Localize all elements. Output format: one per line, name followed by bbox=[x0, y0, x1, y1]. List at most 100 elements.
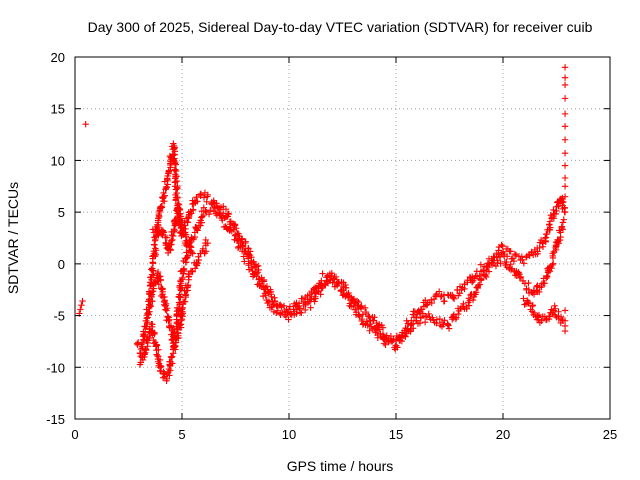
data-point bbox=[151, 241, 158, 248]
data-point bbox=[150, 285, 157, 292]
series-2 bbox=[136, 201, 567, 385]
data-point bbox=[186, 240, 193, 247]
data-point bbox=[175, 332, 182, 339]
data-point bbox=[422, 302, 430, 309]
data-point bbox=[561, 183, 569, 190]
data-point bbox=[238, 235, 246, 242]
data-point bbox=[456, 290, 463, 297]
data-point bbox=[142, 347, 150, 354]
data-point bbox=[242, 239, 249, 247]
data-point bbox=[163, 234, 171, 241]
data-point bbox=[149, 297, 156, 305]
data-point bbox=[417, 306, 425, 313]
data-point bbox=[543, 272, 550, 280]
data-point bbox=[548, 264, 555, 272]
data-point bbox=[460, 300, 467, 308]
data-point bbox=[176, 320, 184, 328]
data-point bbox=[232, 231, 240, 238]
data-point bbox=[435, 288, 443, 295]
data-point bbox=[547, 224, 554, 231]
data-point bbox=[355, 305, 362, 312]
data-point bbox=[248, 259, 255, 267]
y-tick-label: -15 bbox=[46, 412, 65, 427]
data-point bbox=[498, 241, 505, 249]
data-point bbox=[282, 311, 290, 319]
data-point bbox=[444, 321, 451, 328]
data-point bbox=[441, 297, 448, 305]
data-point bbox=[499, 242, 506, 250]
data-point bbox=[538, 317, 545, 325]
data-point bbox=[197, 190, 205, 198]
data-point bbox=[165, 168, 172, 176]
data-point bbox=[516, 274, 524, 282]
data-point bbox=[497, 260, 504, 267]
data-point bbox=[514, 269, 522, 277]
data-point bbox=[204, 191, 212, 199]
data-point bbox=[287, 310, 294, 318]
data-point bbox=[377, 330, 384, 337]
data-point bbox=[561, 81, 569, 89]
data-point bbox=[162, 233, 169, 241]
data-point bbox=[558, 223, 565, 230]
data-point bbox=[77, 306, 84, 313]
data-point bbox=[478, 276, 485, 283]
y-tick-label: 20 bbox=[51, 50, 65, 65]
data-point bbox=[265, 298, 273, 305]
data-point bbox=[500, 252, 508, 260]
data-point bbox=[177, 294, 184, 301]
data-point bbox=[260, 286, 268, 293]
data-point bbox=[241, 258, 248, 265]
data-point bbox=[410, 308, 417, 315]
data-point bbox=[169, 232, 177, 240]
data-point bbox=[389, 338, 396, 345]
data-point bbox=[165, 365, 173, 373]
data-point bbox=[141, 350, 148, 357]
data-point bbox=[507, 261, 514, 268]
data-point bbox=[348, 299, 355, 307]
data-point bbox=[199, 213, 206, 220]
data-point bbox=[156, 356, 164, 364]
data-point bbox=[168, 237, 175, 245]
data-point bbox=[557, 313, 565, 321]
series-5 bbox=[520, 295, 567, 327]
data-point bbox=[317, 291, 324, 298]
data-point bbox=[231, 222, 239, 229]
data-point bbox=[202, 207, 209, 215]
data-point bbox=[154, 268, 162, 276]
data-point bbox=[529, 302, 537, 309]
data-point bbox=[187, 244, 195, 251]
data-point bbox=[358, 302, 365, 310]
data-point bbox=[188, 248, 196, 256]
data-point bbox=[477, 261, 485, 268]
data-point bbox=[472, 289, 480, 296]
x-tick-label: 10 bbox=[282, 427, 296, 442]
data-point bbox=[207, 206, 214, 214]
data-point bbox=[150, 229, 158, 236]
data-point bbox=[190, 206, 197, 214]
series-6 bbox=[561, 64, 569, 335]
data-point bbox=[402, 333, 409, 340]
data-point bbox=[178, 306, 185, 313]
data-point bbox=[507, 266, 515, 274]
y-tick-label: -5 bbox=[53, 309, 65, 324]
data-point bbox=[561, 64, 569, 71]
data-point bbox=[385, 338, 392, 346]
data-point bbox=[512, 251, 520, 259]
data-point bbox=[163, 184, 170, 191]
data-point bbox=[535, 316, 542, 323]
data-point bbox=[518, 253, 526, 260]
data-point bbox=[394, 344, 401, 351]
data-point bbox=[458, 286, 465, 294]
data-point bbox=[167, 324, 175, 331]
data-point bbox=[379, 324, 387, 331]
data-point bbox=[561, 95, 569, 102]
data-point bbox=[153, 351, 160, 358]
data-point bbox=[550, 260, 557, 267]
data-point bbox=[160, 189, 167, 197]
data-point bbox=[188, 210, 195, 217]
data-point bbox=[530, 291, 538, 298]
data-point bbox=[178, 221, 186, 228]
data-point bbox=[421, 318, 429, 326]
data-point bbox=[155, 346, 162, 353]
data-point bbox=[454, 310, 462, 318]
